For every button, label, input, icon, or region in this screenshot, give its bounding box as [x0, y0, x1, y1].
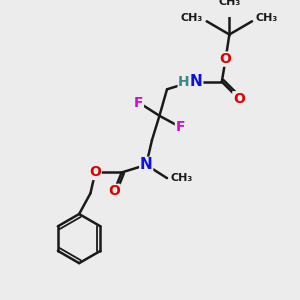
Text: H: H — [178, 75, 190, 89]
Text: F: F — [134, 95, 143, 110]
Text: O: O — [233, 92, 245, 106]
Text: N: N — [140, 158, 153, 172]
Text: CH₃: CH₃ — [171, 173, 193, 183]
Text: O: O — [89, 165, 101, 179]
Text: N: N — [190, 74, 203, 89]
Text: CH₃: CH₃ — [256, 14, 278, 23]
Text: F: F — [176, 120, 185, 134]
Text: CH₃: CH₃ — [218, 0, 241, 8]
Text: CH₃: CH₃ — [181, 14, 203, 23]
Text: O: O — [220, 52, 232, 66]
Text: O: O — [108, 184, 120, 198]
